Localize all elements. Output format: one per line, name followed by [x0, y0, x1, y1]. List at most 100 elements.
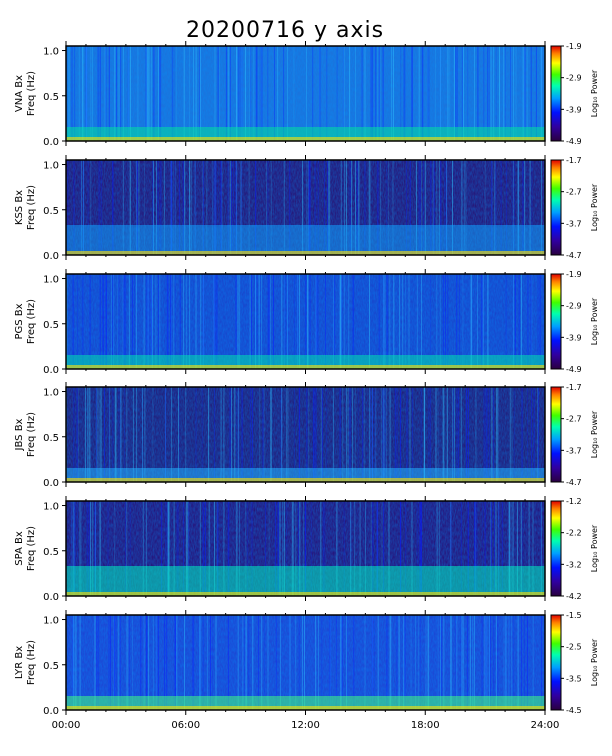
spectrogram-streak — [315, 274, 317, 369]
spectrogram-streak — [304, 615, 305, 710]
spectrogram-streak — [386, 160, 388, 255]
spectrogram-streak — [287, 274, 289, 369]
spectrogram-streak — [416, 274, 418, 369]
spectrogram-streak — [299, 501, 301, 596]
spectrogram-streak — [452, 160, 453, 255]
spectrogram-streak — [140, 615, 142, 710]
spectrogram-streak — [512, 160, 514, 255]
spectrogram-streak — [418, 501, 420, 596]
spectrogram-streak — [145, 501, 147, 596]
spectrogram-streak — [239, 501, 240, 596]
spectrogram-streak — [476, 501, 478, 596]
spectrogram-streak — [382, 501, 384, 596]
spectrogram-streak — [217, 501, 219, 596]
spectrogram-streak — [383, 501, 385, 596]
y-axis-freq-label: Freq (Hz) — [26, 526, 37, 571]
spectrogram-streak — [289, 615, 291, 710]
spectrogram-streak — [157, 160, 159, 255]
spectrogram-streak — [295, 615, 297, 710]
spectrogram-streak — [520, 501, 522, 596]
spectrogram-streak — [94, 501, 96, 596]
spectrogram-streak — [74, 501, 76, 596]
spectrogram-streak — [241, 46, 243, 141]
spectrogram-streak — [292, 501, 294, 596]
spectrogram-streak — [216, 274, 218, 369]
spectrogram-streak — [505, 274, 507, 369]
spectrogram-streak — [320, 46, 322, 141]
spectrogram-streak — [358, 160, 360, 255]
spectrogram-streak — [342, 387, 344, 482]
spectrogram-streak — [372, 615, 373, 710]
dc-band — [66, 251, 545, 255]
spectrogram-streak — [374, 387, 376, 482]
spectrogram-streak — [301, 615, 303, 710]
spectrogram-streak — [409, 387, 411, 482]
spectrogram-streak — [108, 615, 110, 710]
spectrogram-streak — [415, 615, 417, 710]
colorbar — [550, 386, 562, 483]
spectrogram-streak — [80, 501, 82, 596]
spectrogram-streak — [105, 274, 107, 369]
spectrogram-streak — [295, 501, 297, 596]
spectrogram-streak — [72, 615, 74, 710]
spectrogram-streak — [482, 274, 484, 369]
spectrogram-streak — [352, 387, 354, 482]
spectrogram-streak — [442, 387, 444, 482]
spectrogram-streak — [430, 160, 432, 255]
spectrogram-streak — [456, 46, 458, 141]
spectrogram-streak — [77, 501, 78, 596]
spectrogram-streak — [136, 160, 138, 255]
spectrogram-streak — [73, 501, 75, 596]
spectrogram-streak — [461, 615, 463, 710]
spectrogram-streak — [439, 46, 441, 141]
spectrogram-streak — [266, 160, 268, 255]
colorbar — [550, 45, 562, 142]
spectrogram-streak — [73, 501, 75, 596]
spectrogram-streak — [357, 387, 359, 482]
spectrogram-streak — [96, 387, 97, 482]
spectrogram-streak — [392, 46, 394, 141]
spectrogram-streak — [202, 160, 204, 255]
spectrogram-streak — [425, 615, 427, 710]
spectrogram-streak — [319, 46, 321, 141]
spectrogram-streak — [82, 46, 84, 141]
spectrogram-streak — [498, 501, 500, 596]
spectrogram-streak — [381, 387, 383, 482]
spectrogram-streak — [541, 615, 542, 710]
spectrogram-streak — [306, 160, 308, 255]
y-tick-label: 0.5 — [43, 206, 59, 217]
spectrogram-streak — [495, 615, 497, 710]
spectrogram-streak — [423, 160, 425, 255]
spectrogram-streak — [318, 46, 320, 141]
colorbar-tick-label: -3.9 — [566, 105, 582, 114]
colorbar-tick-label: -1.7 — [566, 383, 582, 392]
spectrogram-streak — [129, 46, 131, 141]
spectrogram-streak — [474, 46, 475, 141]
spectrogram-streak — [238, 387, 240, 482]
spectrogram-streak — [386, 615, 388, 710]
spectrogram-streak — [363, 387, 365, 482]
spectrogram-streak — [354, 387, 356, 482]
spectrogram-streak — [328, 160, 330, 255]
spectrogram-streak — [112, 387, 114, 482]
spectrogram-streak — [214, 274, 216, 369]
colorbar-tick-label: -2.5 — [566, 643, 582, 652]
spectrogram-streak — [410, 615, 412, 710]
spectrogram-streak — [537, 387, 539, 482]
spectrogram-panel-spa: 0.0 0.5 1.0 SPA Bx Freq (Hz) -1.2 -2.2 -3.2 -4.2… — [14, 496, 599, 603]
spectrogram-streak — [427, 46, 429, 141]
spectrogram-streak — [98, 615, 100, 710]
spectrogram-streak — [237, 46, 239, 141]
spectrogram-streak — [506, 160, 508, 255]
spectrogram-streak — [516, 501, 518, 596]
spectrogram-streak — [380, 160, 382, 255]
spectrogram-streak — [131, 274, 133, 369]
spectrogram-streak — [511, 615, 513, 710]
spectrogram-streak — [250, 46, 252, 141]
spectrogram-streak — [152, 387, 154, 482]
spectrogram-streak — [455, 46, 457, 141]
spectrogram-streak — [136, 160, 138, 255]
spectrogram-streak — [194, 160, 196, 255]
spectrogram-streak — [256, 46, 258, 141]
spectrogram-streak — [532, 501, 534, 596]
